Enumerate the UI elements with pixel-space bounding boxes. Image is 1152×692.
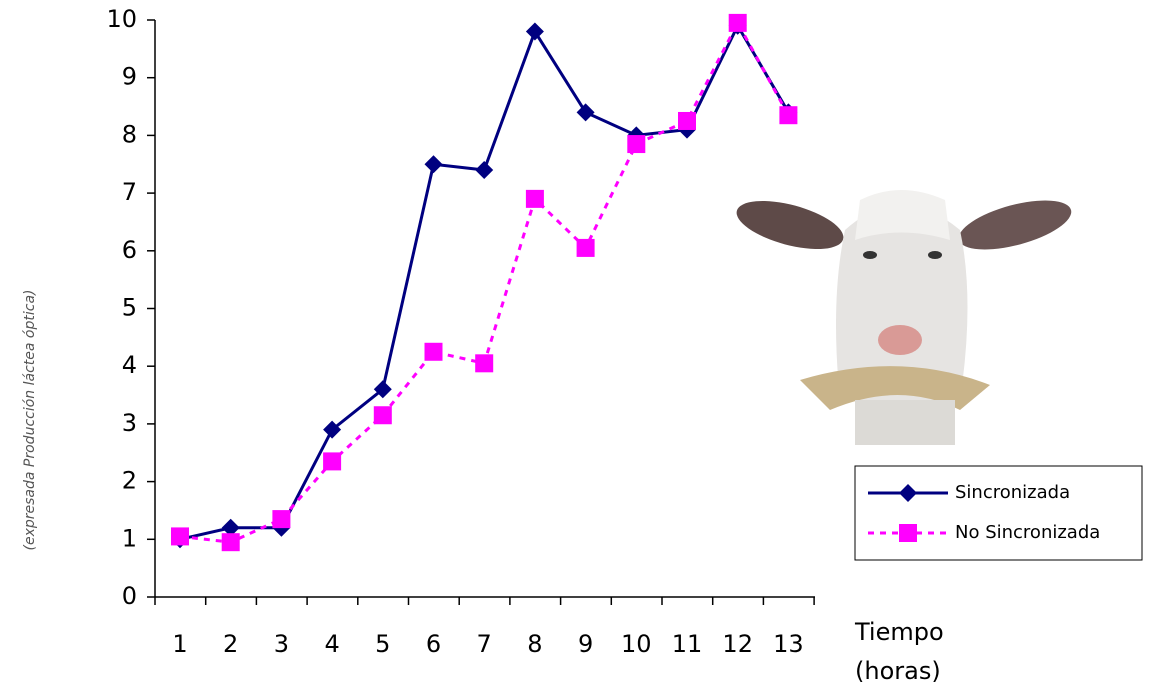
x-tick-label: 8 [527, 630, 542, 658]
legend [854, 465, 1143, 561]
y-tick-label: 4 [122, 351, 137, 379]
y-tick-label: 5 [122, 294, 137, 322]
legend-label: Sincronizada [955, 482, 1070, 503]
data-point [272, 510, 291, 529]
x-tick-label: 3 [274, 630, 289, 658]
x-tick-label: 2 [223, 630, 238, 658]
data-point [424, 155, 443, 174]
x-axis-label: (horas) [855, 657, 941, 685]
x-tick-label: 6 [426, 630, 441, 658]
data-point [678, 111, 696, 130]
data-point [779, 106, 798, 125]
legend-marker [899, 524, 917, 542]
data-point [373, 406, 392, 425]
y-tick-label: 7 [122, 178, 137, 206]
data-point [221, 533, 240, 552]
x-tick-label: 1 [172, 630, 187, 658]
x-tick-label: 7 [477, 630, 492, 658]
y-tick-label: 0 [122, 582, 137, 610]
x-tick-label: 12 [722, 630, 753, 658]
y-tick-label: 1 [122, 524, 137, 552]
x-tick-label: 10 [621, 630, 652, 658]
goat-photo [736, 190, 1072, 445]
y-tick-label: 3 [122, 409, 137, 437]
y-tick-label: 8 [122, 120, 137, 148]
data-point [525, 189, 544, 208]
series-line [179, 19, 790, 544]
data-point [576, 238, 595, 257]
data-point [525, 22, 544, 41]
data-point [221, 518, 240, 537]
data-point [475, 161, 494, 180]
data-point [323, 452, 342, 471]
x-tick-label: 4 [324, 630, 339, 658]
x-tick-label: 9 [578, 630, 593, 658]
data-point [323, 420, 342, 439]
data-point [728, 13, 747, 32]
data-point [576, 103, 595, 122]
y-tick-label: 9 [122, 63, 137, 91]
x-axis-label: Tiempo [854, 618, 944, 646]
y-tick-label: 10 [106, 5, 137, 33]
data-point [373, 380, 392, 399]
data-point [171, 527, 189, 546]
legend-marker [899, 484, 917, 502]
y-tick-label: 2 [122, 467, 137, 495]
x-tick-label: 11 [672, 630, 703, 658]
data-point [627, 135, 646, 154]
data-point [475, 354, 494, 373]
x-tick-label: 5 [375, 630, 390, 658]
x-tick-label: 13 [773, 630, 804, 658]
data-point [424, 342, 443, 361]
legend-label: No Sincronizada [955, 522, 1100, 543]
y-axis-label: (expresada Producción láctea óptica) [22, 290, 38, 551]
y-tick-label: 6 [122, 236, 137, 264]
